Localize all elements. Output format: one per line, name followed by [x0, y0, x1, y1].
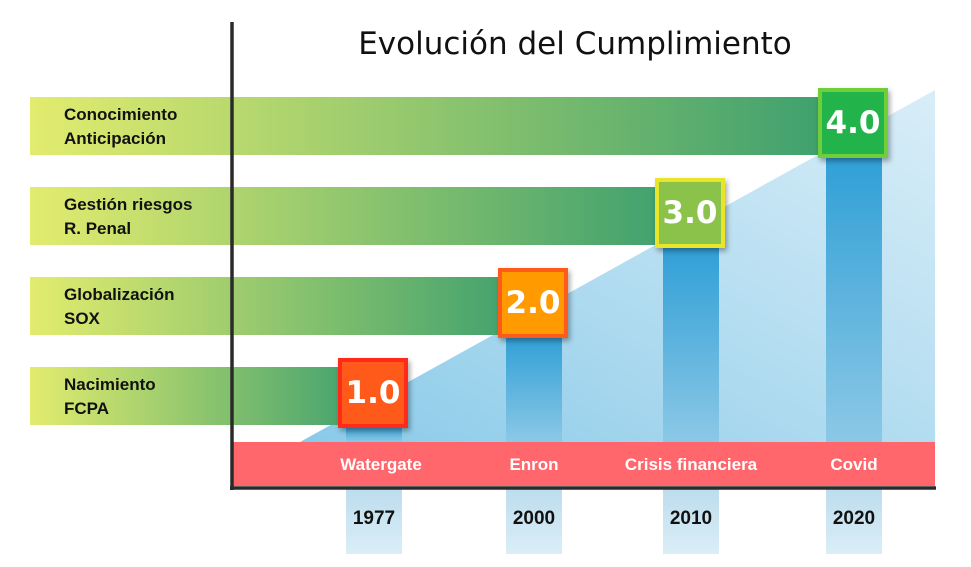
growth-triangle — [300, 90, 935, 442]
year-2010: 2010 — [669, 508, 713, 529]
column-2020 — [826, 155, 882, 442]
row-label-globalizacion: Globalización SOX — [30, 277, 230, 335]
row-label-gestion-riesgos: Gestión riesgos R. Penal — [30, 187, 230, 245]
row-label-line1: Gestión riesgos — [64, 195, 193, 214]
row-label-conocimiento: Conocimiento Anticipación — [30, 97, 230, 155]
row-label-line1: Conocimiento — [64, 105, 178, 124]
row-label-nacimiento: Nacimiento FCPA — [30, 367, 230, 425]
event-covid: Covid — [830, 455, 878, 474]
level-box-2: 2.0 — [498, 268, 568, 338]
column-1977 — [346, 425, 402, 442]
event-crisis-financiera: Crisis financiera — [624, 455, 758, 474]
diagram-title: Evolución del Cumplimiento — [358, 26, 792, 62]
bar-gestion-riesgos — [30, 187, 690, 245]
row-label-line1: Globalización — [64, 285, 175, 304]
level-box-1: 1.0 — [338, 358, 408, 428]
column-base-2010 — [663, 488, 719, 554]
level-box-3: 3.0 — [655, 178, 725, 248]
bar-globalizacion — [30, 277, 535, 335]
bar-conocimiento — [30, 97, 850, 155]
year-2000: 2000 — [512, 508, 556, 529]
column-base-2000 — [506, 488, 562, 554]
column-2000 — [506, 335, 562, 442]
row-label-line1: Nacimiento — [64, 375, 156, 394]
row-label-line2: SOX — [64, 309, 100, 328]
year-1977: 1977 — [352, 508, 396, 529]
level-box-4: 4.0 — [818, 88, 888, 158]
column-2010 — [663, 245, 719, 442]
timeline-band — [232, 442, 935, 486]
column-base-2020 — [826, 488, 882, 554]
row-label-line2: FCPA — [64, 399, 110, 418]
event-enron: Enron — [509, 455, 559, 474]
event-watergate: Watergate — [340, 455, 422, 474]
column-base-1977 — [346, 488, 402, 554]
row-label-line2: Anticipación — [64, 129, 167, 148]
bar-nacimiento — [30, 367, 375, 425]
year-2020: 2020 — [832, 508, 876, 529]
row-label-line2: R. Penal — [64, 219, 132, 238]
